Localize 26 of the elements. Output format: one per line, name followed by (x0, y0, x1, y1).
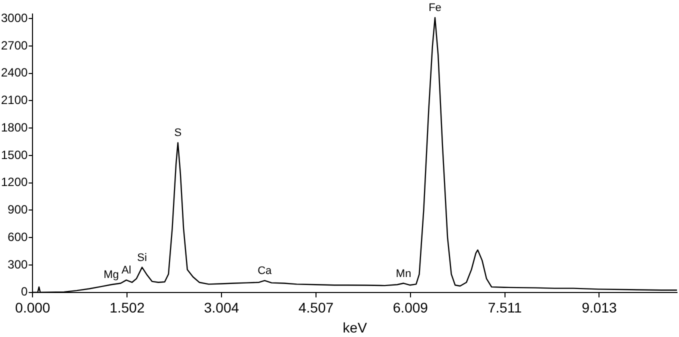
y-tick-label: 1200 (0, 175, 28, 190)
x-tick-label: 7.511 (488, 300, 522, 316)
annotation: Fe (428, 2, 442, 14)
x-tick-label: 9.013 (582, 300, 617, 316)
annotation: Al (121, 264, 132, 277)
y-tick-label: 1500 (0, 148, 28, 162)
x-tick-label: 4.507 (298, 300, 334, 316)
y-tick-label: 1800 (0, 120, 28, 134)
annotation: Mg (104, 269, 119, 282)
x-tick-label: 0.000 (15, 300, 50, 316)
x-axis-title: keV (342, 319, 368, 336)
y-tick-label: 2400 (0, 66, 28, 80)
x-tick-label: 1.502 (110, 300, 145, 316)
y-tick-label: 3000 (0, 10, 28, 25)
y-tick-label: 600 (8, 230, 28, 244)
y-tick-label: 0 (21, 284, 28, 299)
x-tick-label: 3.004 (204, 300, 240, 316)
annotation: Si (137, 252, 147, 264)
y-tick-label: 2700 (0, 38, 28, 52)
y-tick-label: 900 (8, 202, 28, 217)
y-tick-label: 300 (8, 257, 28, 272)
annotation: S (174, 127, 182, 140)
y-tick-label: 2100 (0, 93, 28, 108)
annotation: Ca (258, 265, 273, 278)
x-tick-label: 6.009 (392, 300, 428, 316)
annotation: Mn (396, 268, 412, 280)
